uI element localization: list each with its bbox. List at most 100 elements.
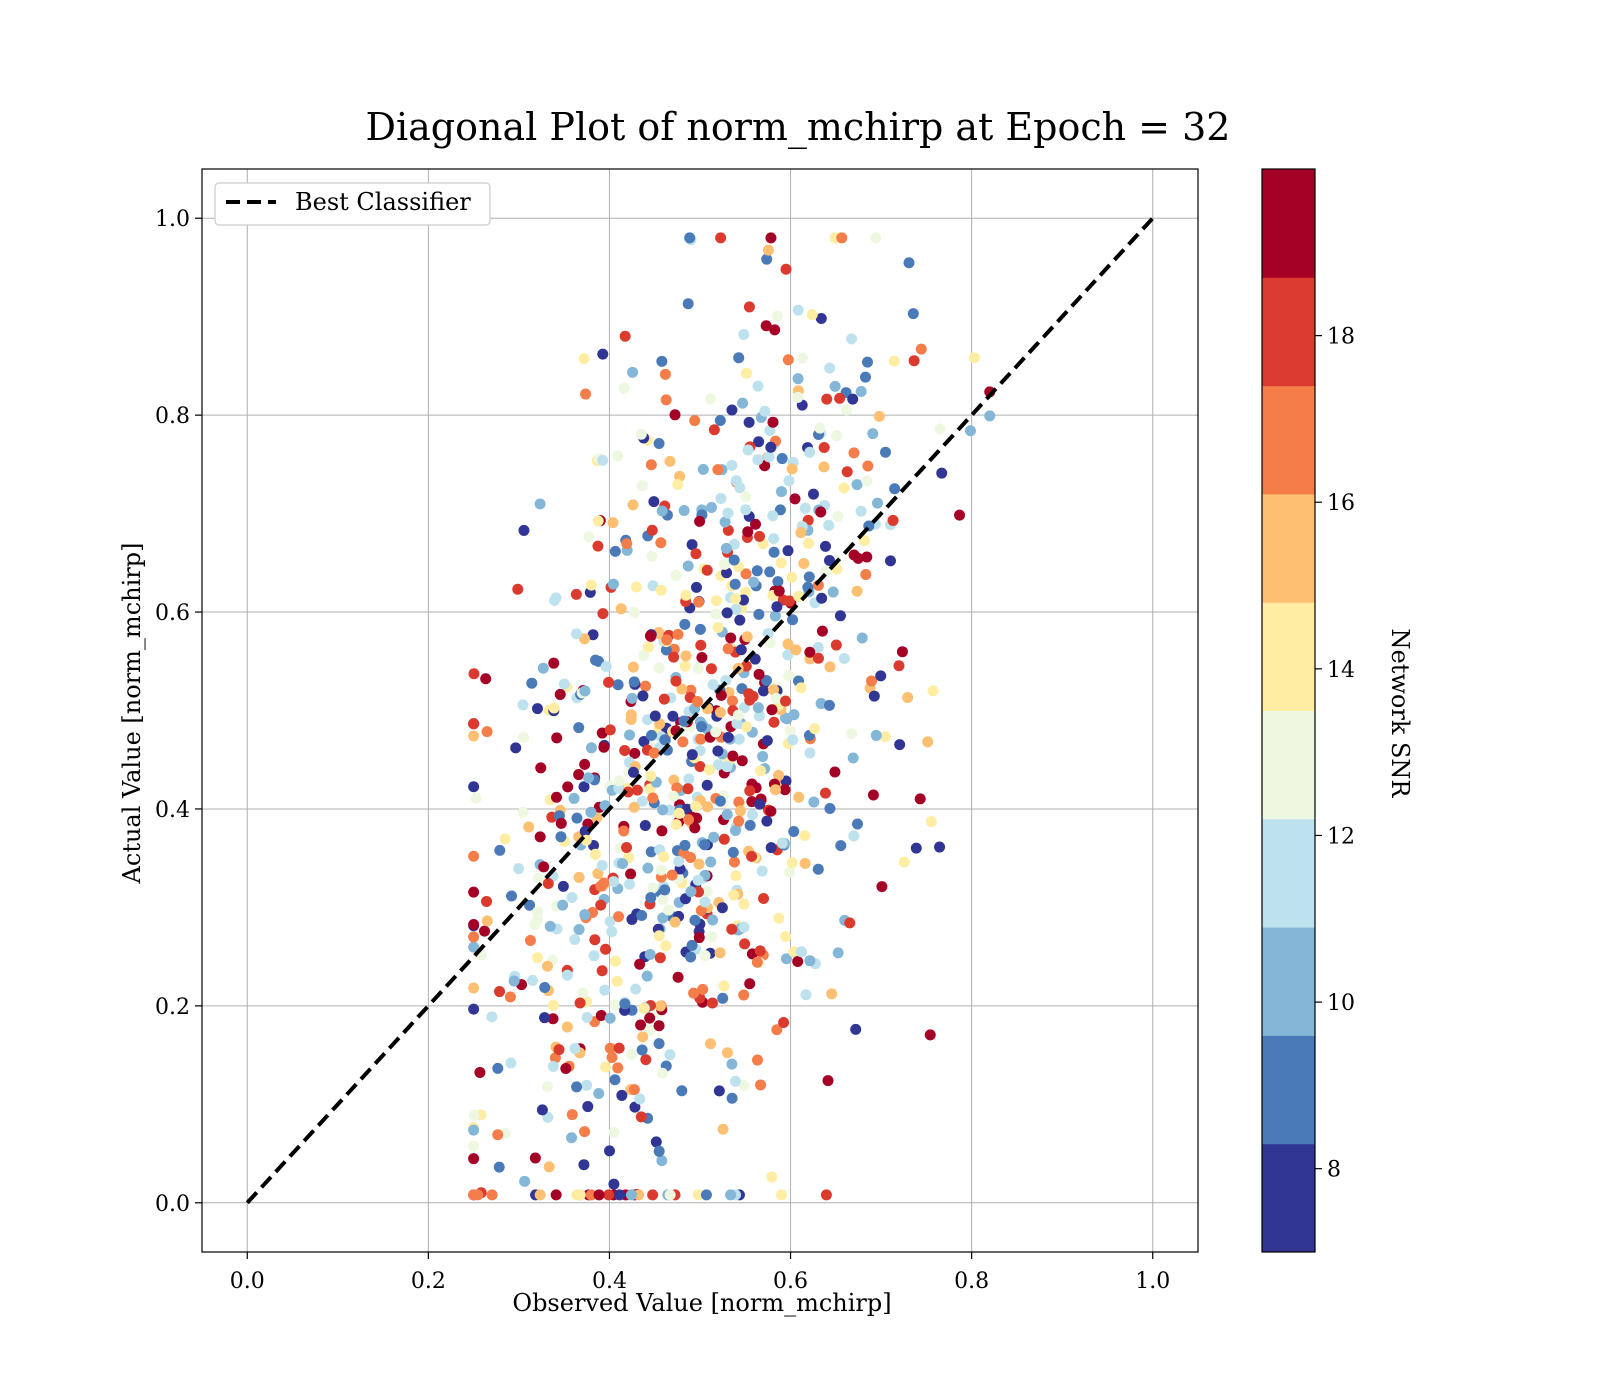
data-point — [782, 354, 794, 366]
data-point — [771, 601, 783, 613]
data-point — [846, 333, 858, 345]
data-point — [524, 934, 536, 946]
data-point — [795, 682, 807, 694]
colorbar-segment — [1262, 818, 1315, 928]
data-point — [690, 581, 702, 593]
data-point — [581, 1011, 593, 1023]
y-tick-label: 0.0 — [155, 1192, 190, 1217]
data-point — [660, 940, 672, 952]
data-point — [629, 1101, 641, 1113]
data-point — [646, 524, 658, 536]
data-point — [768, 716, 780, 728]
data-point — [753, 436, 765, 448]
data-point — [726, 404, 738, 416]
data-point — [740, 504, 752, 516]
data-point — [663, 904, 675, 916]
data-point — [613, 911, 625, 923]
data-point — [889, 483, 901, 495]
data-point — [656, 505, 668, 517]
chart-title: Diagonal Plot of norm_mchirp at Epoch = … — [366, 105, 1231, 150]
data-point — [803, 571, 815, 583]
data-point — [518, 524, 530, 536]
data-point — [739, 938, 751, 950]
data-point — [606, 1051, 618, 1063]
data-point — [468, 718, 480, 730]
data-point — [664, 455, 676, 467]
data-point — [775, 557, 787, 569]
data-point — [513, 863, 525, 875]
data-point — [925, 816, 937, 828]
data-point — [744, 819, 756, 831]
data-point — [720, 542, 732, 554]
data-point — [778, 1016, 790, 1028]
data-point — [555, 817, 567, 829]
data-point — [680, 589, 692, 601]
data-point — [667, 790, 679, 802]
data-point — [848, 447, 860, 459]
data-point — [625, 709, 637, 721]
data-point — [870, 729, 882, 741]
y-tick-label: 0.2 — [155, 995, 190, 1020]
data-point — [786, 857, 798, 869]
data-point — [585, 579, 597, 591]
data-point — [685, 886, 697, 898]
colorbar-tick-label: 14 — [1327, 658, 1355, 683]
data-point — [508, 975, 520, 987]
colorbar-segment — [1262, 927, 1315, 1036]
data-point — [649, 710, 661, 722]
data-point — [609, 999, 621, 1011]
data-point — [775, 1189, 787, 1201]
data-point — [640, 680, 652, 692]
data-point — [686, 749, 698, 761]
data-point — [773, 585, 785, 597]
data-point — [604, 916, 616, 928]
data-point — [823, 699, 835, 711]
data-point — [870, 232, 882, 244]
data-point — [753, 608, 765, 620]
data-point — [579, 685, 591, 697]
data-point — [570, 628, 582, 640]
data-point — [595, 1010, 607, 1022]
data-point — [537, 662, 549, 674]
data-point — [534, 1189, 546, 1201]
data-point — [712, 745, 724, 757]
data-point — [693, 858, 705, 870]
data-point — [468, 1124, 480, 1136]
data-point — [468, 931, 480, 943]
data-point — [548, 702, 560, 714]
data-point — [816, 592, 828, 604]
data-point — [752, 380, 764, 392]
data-point — [787, 734, 799, 746]
y-axis-ticks: 0.0 0.2 0.4 0.6 0.8 1.0 — [155, 207, 202, 1217]
data-point — [523, 821, 535, 833]
data-point — [729, 824, 741, 836]
data-point — [534, 831, 546, 843]
data-point — [571, 812, 583, 824]
data-point — [631, 784, 643, 796]
y-tick-label: 0.8 — [155, 404, 190, 429]
data-point — [765, 232, 777, 244]
data-point — [776, 837, 788, 849]
data-point — [704, 1038, 716, 1050]
data-point — [568, 792, 580, 804]
data-point — [481, 895, 493, 907]
data-point — [728, 554, 740, 566]
data-point — [700, 1189, 712, 1201]
data-point — [689, 822, 701, 834]
data-point — [715, 493, 727, 505]
data-point — [768, 533, 780, 545]
data-point — [619, 998, 631, 1010]
x-tick-label: 0.4 — [592, 1269, 627, 1294]
data-point — [612, 450, 624, 462]
data-point — [726, 923, 738, 935]
data-point — [868, 690, 880, 702]
data-point — [634, 958, 646, 970]
data-point — [611, 975, 623, 987]
data-point — [593, 1189, 605, 1201]
data-point — [550, 592, 562, 604]
data-point — [812, 641, 824, 653]
data-point — [728, 856, 740, 868]
data-point — [566, 1132, 578, 1144]
data-point — [554, 688, 566, 700]
data-point — [763, 451, 775, 463]
